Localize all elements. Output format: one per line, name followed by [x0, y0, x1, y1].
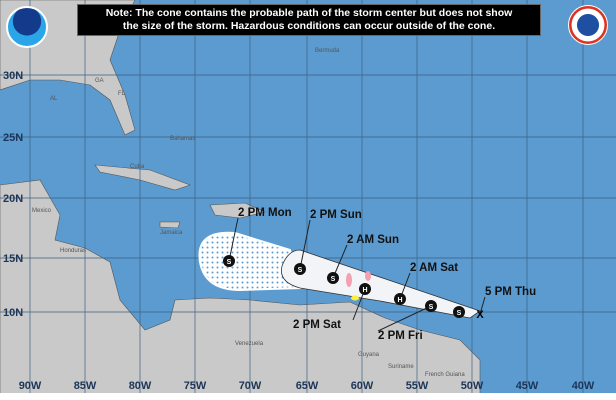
hurricane-icon	[359, 283, 371, 295]
place-label: Bermuda	[315, 48, 340, 54]
latitude-label: 25N	[3, 132, 23, 144]
bottom-bar	[0, 393, 616, 400]
place-label: Honduras	[60, 248, 86, 254]
longitude-label: 45W	[516, 380, 539, 392]
tropical-storm-icon	[327, 272, 339, 284]
cone-day4-5	[198, 231, 302, 292]
cone-disclaimer-note: Note: The cone contains the probable pat…	[77, 4, 541, 36]
intensity-letter: H	[362, 287, 367, 294]
place-label: AL	[50, 96, 58, 102]
label-leader	[299, 219, 311, 270]
place-label: FL	[118, 91, 126, 97]
place-label: Venezuela	[235, 341, 264, 347]
place-label: Cuba	[130, 164, 145, 170]
longitude-label: 40W	[572, 380, 595, 392]
warning-area	[346, 273, 352, 287]
longitude-label: 75W	[184, 380, 207, 392]
hurricane-icon	[394, 293, 406, 305]
tropical-storm-icon	[453, 306, 465, 318]
intensity-letter: S	[457, 310, 462, 317]
intensity-letter: H	[397, 297, 402, 304]
current-position-icon: X	[476, 309, 484, 321]
forecast-time-label: 2 PM Mon	[238, 207, 292, 219]
note-line-2: the size of the storm. Hazardous conditi…	[122, 20, 496, 32]
longitude-label: 55W	[406, 380, 429, 392]
longitude-label: 65W	[296, 380, 319, 392]
place-label: GA	[95, 78, 104, 84]
place-label: Jamaica	[160, 230, 183, 236]
latitude-label: 20N	[3, 193, 23, 205]
latitude-label: 15N	[3, 253, 23, 265]
place-label: Mexico	[32, 208, 52, 214]
nws-logo	[568, 5, 608, 45]
longitude-label: 70W	[239, 380, 262, 392]
forecast-time-label: 5 PM Thu	[485, 286, 536, 298]
tropical-storm-icon	[294, 263, 306, 275]
tropical-storm-icon	[223, 255, 235, 267]
place-label: Guyana	[358, 352, 380, 358]
tropical-storm-icon	[425, 300, 437, 312]
longitude-label: 85W	[74, 380, 97, 392]
intensity-letter: S	[227, 259, 232, 266]
longitude-label: 90W	[19, 380, 42, 392]
intensity-letter: S	[298, 267, 303, 274]
longitude-label: 50W	[461, 380, 484, 392]
forecast-time-label: 2 PM Sat	[293, 319, 341, 331]
noaa-logo	[6, 6, 48, 48]
forecast-time-label: 2 PM Sun	[310, 209, 362, 221]
forecast-time-label: 2 AM Sun	[347, 234, 399, 246]
label-leader	[377, 305, 432, 332]
place-label: French Guiana	[425, 372, 465, 378]
latitude-label: 30N	[3, 70, 23, 82]
warning-area	[365, 271, 371, 281]
forecast-time-label: 2 PM Fri	[378, 330, 423, 342]
intensity-letter: S	[429, 304, 434, 311]
label-leader	[228, 217, 239, 262]
latitude-label: 10N	[3, 307, 23, 319]
place-label: Suriname	[388, 364, 414, 370]
longitude-label: 60W	[351, 380, 374, 392]
place-label: Bahamas	[170, 136, 195, 142]
forecast-time-label: 2 AM Sat	[410, 262, 458, 274]
note-line-1: Note: The cone contains the probable pat…	[105, 7, 513, 19]
label-leader	[479, 296, 486, 315]
watch-area	[351, 295, 359, 301]
intensity-letter: S	[331, 276, 336, 283]
longitude-label: 80W	[129, 380, 152, 392]
